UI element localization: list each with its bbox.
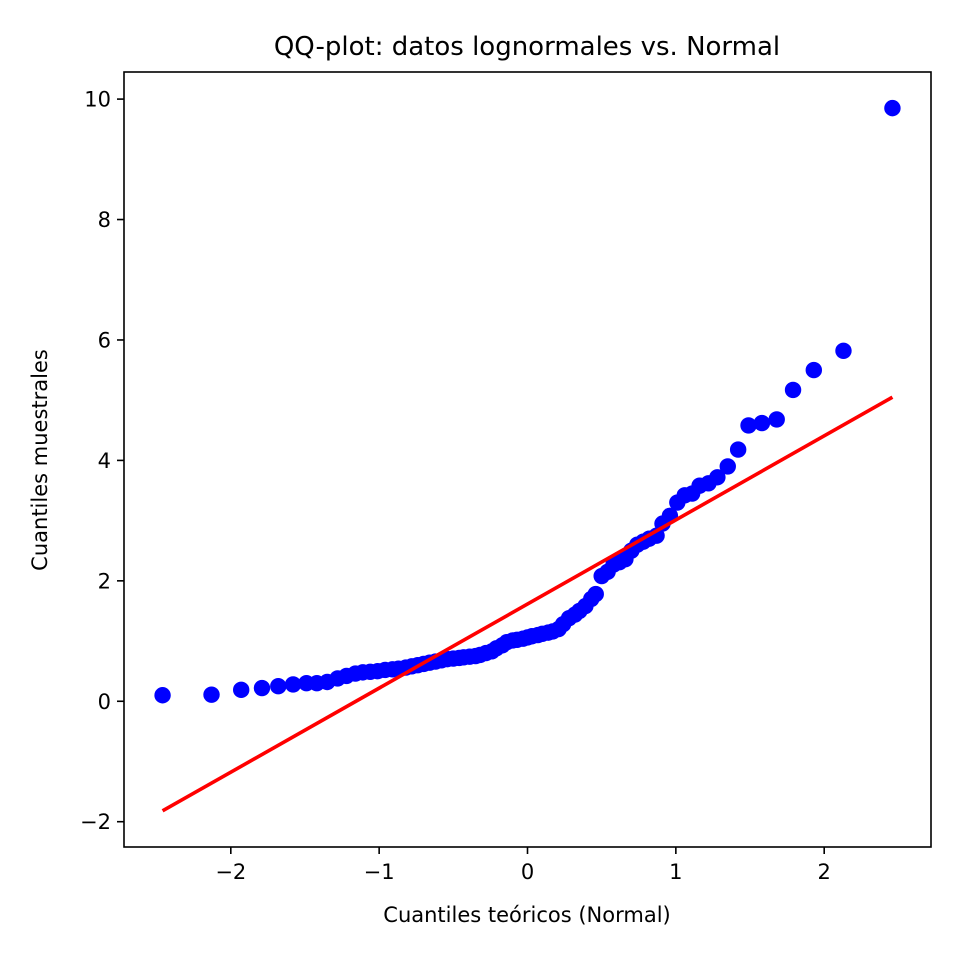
fit-line (161, 395, 894, 813)
y-tick-label: 0 (98, 690, 111, 714)
qq-point (835, 342, 852, 360)
qq-point (203, 686, 220, 703)
x-tick-label: 2 (818, 860, 831, 884)
x-tick-label: −1 (364, 860, 395, 884)
qq-point (709, 469, 726, 486)
qq-point (753, 414, 771, 432)
x-axis-label: Cuantiles teóricos (Normal) (383, 903, 670, 927)
x-tick-label: −2 (215, 860, 246, 884)
plot-marks (154, 99, 901, 813)
chart-title: QQ-plot: datos lognormales vs. Normal (274, 32, 780, 62)
qq-point (232, 681, 250, 699)
qq-point (154, 687, 171, 704)
y-tick-label: 4 (98, 449, 111, 473)
y-tick-label: 8 (98, 208, 111, 232)
qq-point (884, 99, 901, 117)
qq-point (719, 458, 736, 475)
qq-point (587, 585, 604, 603)
y-tick-label: 2 (98, 569, 111, 593)
qq-point (729, 441, 747, 458)
y-tick-label: 10 (84, 88, 111, 112)
y-tick-label: −2 (80, 810, 111, 834)
qq-point (784, 381, 802, 399)
y-tick-label: 6 (98, 328, 111, 352)
x-axis-ticks: −2 −1 0 1 2 (215, 847, 831, 884)
x-tick-label: 0 (521, 860, 534, 884)
plot-frame (123, 71, 932, 848)
y-axis-label: Cuantiles muestrales (28, 349, 52, 571)
x-tick-label: 1 (669, 860, 682, 884)
qq-point (768, 411, 785, 428)
qq-point (805, 361, 823, 379)
qq-point (284, 676, 302, 693)
qq-point (740, 417, 757, 434)
qq-point (270, 678, 287, 695)
qq-point (253, 679, 271, 697)
y-axis-ticks: −2 0 2 4 6 8 10 (80, 88, 124, 834)
